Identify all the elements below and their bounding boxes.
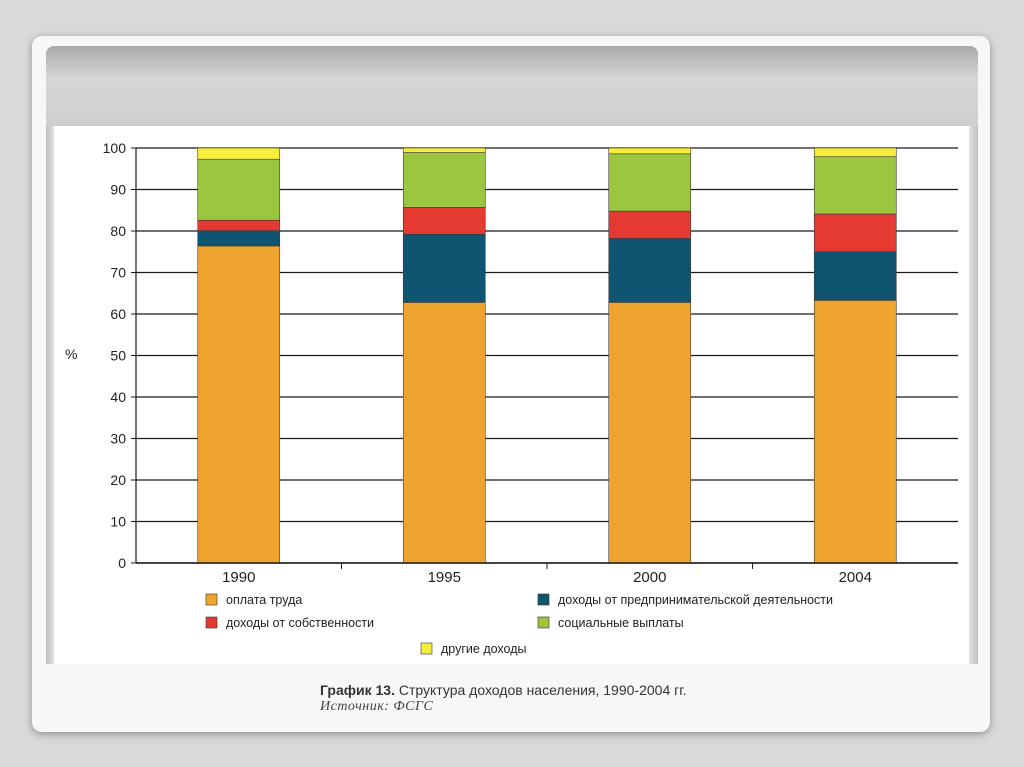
y-tick-label: 0 <box>118 555 126 571</box>
bar-segment-1990-s4 <box>197 147 281 160</box>
legend-label: оплата труда <box>226 593 302 607</box>
legend-swatch <box>205 616 218 629</box>
legend-item-4: другие доходы <box>420 642 527 656</box>
bar-segment-2000-s0 <box>608 302 692 564</box>
y-tick-label: 80 <box>110 223 126 239</box>
y-tick-label: 50 <box>110 348 126 364</box>
caption-source: Источник: ФСГС <box>320 699 434 714</box>
legend-item-1: доходы от предпринимательской деятельнос… <box>537 593 833 607</box>
bar-segment-2004-s1 <box>813 251 897 301</box>
y-axis-label: % <box>65 346 77 362</box>
bar-segment-1995-s3 <box>402 152 486 208</box>
caption-title-line: График 13. Структура доходов населения, … <box>320 682 920 698</box>
legend-swatch <box>205 593 218 606</box>
bar-stack-2000 <box>608 147 692 564</box>
axes: 0 10 20 30 40 50 60 70 80 90 100% 1990 1995 2000 2004 <box>65 140 958 586</box>
bar-stack-1990 <box>197 147 281 564</box>
x-tick-label: 2000 <box>633 569 666 586</box>
legend: оплата труда доходы от предпринимательско… <box>205 593 833 656</box>
bar-segment-1995-s1 <box>402 234 486 303</box>
caption-number: График 13. <box>320 682 395 698</box>
y-tick-label: 20 <box>110 472 126 488</box>
bar-segment-1995-s4 <box>402 147 486 153</box>
figure-caption: График 13. Структура доходов населения, … <box>320 682 920 715</box>
legend-swatch <box>537 616 550 629</box>
bar-segment-2004-s3 <box>813 156 897 215</box>
y-tick-label: 30 <box>110 431 126 447</box>
bar-segment-2004-s4 <box>813 147 897 158</box>
chart-area: 0 10 20 30 40 50 60 70 80 90 100% 1990 1995 2000 2004 … <box>54 126 969 664</box>
legend-label: другие доходы <box>441 642 527 656</box>
y-tick-label: 10 <box>110 514 126 530</box>
x-tick-label: 1990 <box>222 569 255 586</box>
bar-segment-2004-s2 <box>813 213 897 253</box>
bar-stack-1995 <box>402 147 486 564</box>
legend-label: социальные выплаты <box>558 616 684 630</box>
legend-label: доходы от собственности <box>226 616 374 630</box>
x-tick-label: 2004 <box>839 569 872 586</box>
legend-item-3: социальные выплаты <box>537 616 684 630</box>
bar-segment-1995-s2 <box>402 207 486 235</box>
slide-side-strip-left <box>46 126 54 664</box>
bar-stack-2004 <box>813 147 897 564</box>
y-tick-label: 100 <box>103 140 127 156</box>
legend-item-0: оплата труда <box>205 593 302 607</box>
bar-segment-2000-s1 <box>608 238 692 303</box>
caption-title: Структура доходов населения, 1990-2004 г… <box>394 682 687 698</box>
legend-swatch <box>420 642 433 655</box>
bar-segment-2000-s2 <box>608 210 692 239</box>
legend-label: доходы от предпринимательской деятельнос… <box>558 593 833 607</box>
bar-segment-1990-s2 <box>197 219 281 231</box>
legend-item-2: доходы от собственности <box>205 616 374 630</box>
bar-segment-1990-s3 <box>197 158 281 221</box>
bar-segment-2000-s3 <box>608 153 692 212</box>
bar-segment-1995-s0 <box>402 302 486 564</box>
x-tick-label: 1995 <box>428 569 461 586</box>
bar-segment-1990-s1 <box>197 230 281 247</box>
bar-segment-2004-s0 <box>813 300 897 564</box>
y-tick-label: 40 <box>110 389 126 405</box>
bar-stacks <box>197 147 897 564</box>
legend-swatch <box>537 593 550 606</box>
bar-segment-1990-s0 <box>197 245 281 564</box>
bar-segment-2000-s4 <box>608 147 692 155</box>
y-tick-label: 70 <box>110 265 126 281</box>
y-tick-label: 90 <box>110 182 126 198</box>
slide-side-strip-right <box>969 126 978 664</box>
y-tick-label: 60 <box>110 306 126 322</box>
slide-header-bar <box>46 46 978 126</box>
